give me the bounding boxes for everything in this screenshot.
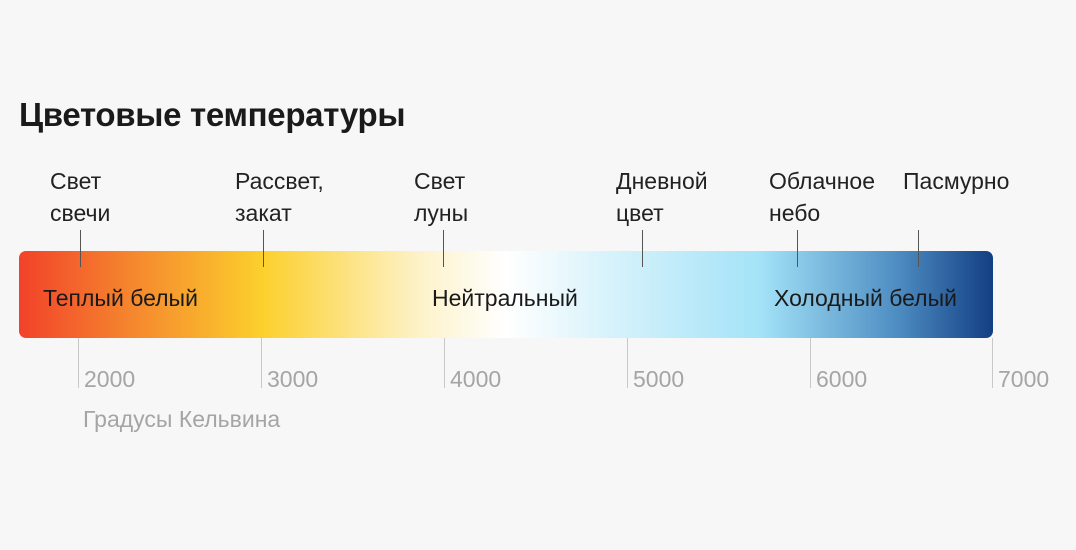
source-label-line: Рассвет,	[235, 168, 324, 194]
scale-tick-label: 6000	[816, 366, 868, 392]
bar-label-cool-white: Холодный белый	[774, 285, 957, 311]
source-marker-tick	[80, 230, 81, 267]
bar-label-neutral: Нейтральный	[432, 285, 578, 311]
source-label-sunrise-sunset: Рассвет, закат	[235, 165, 324, 229]
source-label-candle: Свет свечи	[50, 165, 110, 229]
source-marker-tick	[443, 230, 444, 267]
source-label-line: луны	[414, 200, 469, 226]
source-label-line: Пасмурно	[903, 168, 1010, 194]
scale-tick	[78, 338, 79, 388]
page-title: Цветовые температуры	[19, 96, 406, 133]
scale-tick	[810, 338, 811, 388]
scale-tick	[444, 338, 445, 388]
source-label-cloudy-sky: Облачное небо	[769, 165, 875, 229]
source-label-moonlight: Свет луны	[414, 165, 468, 229]
bar-label-warm-white: Теплый белый	[43, 285, 198, 311]
scale-tick-label: 3000	[267, 366, 319, 392]
scale-tick-label: 2000	[84, 366, 136, 392]
scale-tick-label: 7000	[998, 366, 1050, 392]
source-label-line: цвет	[616, 200, 664, 226]
source-marker-tick	[263, 230, 264, 267]
source-marker-tick	[918, 230, 919, 267]
source-label-overcast: Пасмурно	[903, 165, 1009, 197]
scale-unit-label: Градусы Кельвина	[83, 406, 281, 432]
source-label-line: Облачное	[769, 168, 876, 194]
source-marker-tick	[642, 230, 643, 267]
source-marker-tick	[797, 230, 798, 267]
source-label-line: Дневной	[616, 168, 708, 194]
source-label-line: Свет	[414, 168, 466, 194]
source-label-line: свечи	[50, 200, 111, 226]
source-label-line: Свет	[50, 168, 102, 194]
source-label-daylight: Дневной цвет	[616, 165, 708, 229]
source-label-line: закат	[235, 200, 292, 226]
scale-tick-label: 5000	[633, 366, 685, 392]
scale-tick	[261, 338, 262, 388]
scale-tick	[627, 338, 628, 388]
scale-tick-label: 4000	[450, 366, 502, 392]
scale-tick	[992, 338, 993, 388]
color-temperature-gradient-bar	[19, 251, 993, 338]
source-label-line: небо	[769, 200, 821, 226]
